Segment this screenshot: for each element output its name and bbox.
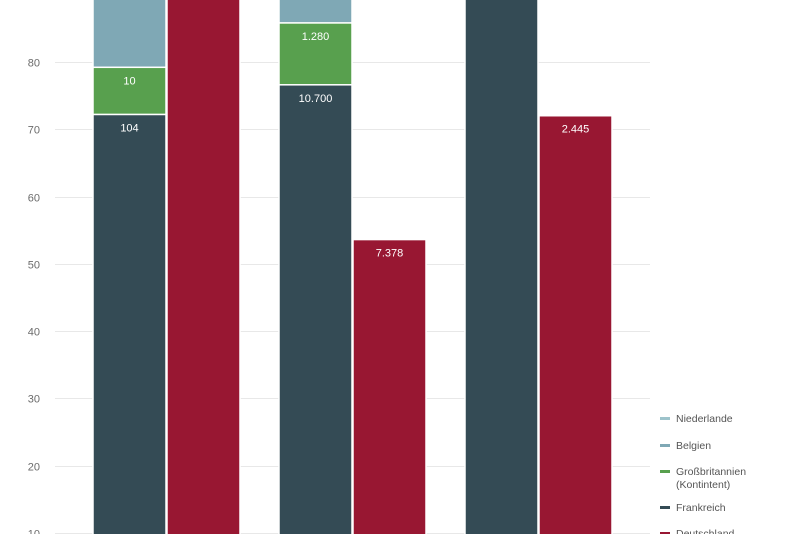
data-label: 7.378 [376, 248, 404, 260]
bar-segment-deutschland [538, 114, 613, 534]
y-tick-label: 40 [28, 327, 40, 339]
legend-item-niederlande-swatch [660, 417, 670, 420]
data-label: 10 [123, 75, 135, 87]
legend-item-deutschland-swatch [660, 532, 670, 534]
legend-item-deutschland-label: Deutschland [676, 528, 735, 534]
legend-item-niederlande-label: Niederlande [676, 413, 733, 425]
data-label: 104 [120, 122, 138, 134]
bar-segment-belgien [92, 0, 167, 69]
y-tick-label: 20 [28, 462, 40, 474]
bar-segment-deutschland [352, 238, 427, 534]
bar-segment-frankreich [464, 0, 539, 534]
legend-item-gro-britannien-kontintent-label: Großbritannien [676, 466, 746, 478]
legend-item-frankreich-label: Frankreich [676, 502, 726, 514]
y-tick-label: 10 [28, 529, 40, 534]
bar-segment-deutschland [166, 0, 241, 534]
legend-item-belgien-swatch [660, 444, 670, 447]
bar-segment-frankreich [278, 84, 353, 534]
legend-item-frankreich-swatch [660, 506, 670, 509]
data-label: 2.445 [562, 124, 590, 136]
bar-segment-gro-britannien-kontintent [92, 66, 167, 116]
y-tick-label: 50 [28, 260, 40, 272]
data-label: 1.280 [302, 31, 330, 43]
y-tick-label: 60 [28, 193, 40, 205]
y-tick-label: 70 [28, 125, 40, 137]
bar-segment-gro-britannien-kontintent [278, 22, 353, 86]
y-tick-label: 30 [28, 394, 40, 406]
legend-item-gro-britannien-kontintent-label: (Kontintent) [676, 479, 730, 491]
bar-segment-belgien [278, 0, 353, 24]
y-tick-label: 80 [28, 58, 40, 70]
legend-item-belgien-label: Belgien [676, 440, 711, 452]
data-label: 10.700 [299, 93, 333, 105]
legend-item-gro-britannien-kontintent-swatch [660, 470, 670, 473]
bar-segment-frankreich [92, 113, 167, 534]
